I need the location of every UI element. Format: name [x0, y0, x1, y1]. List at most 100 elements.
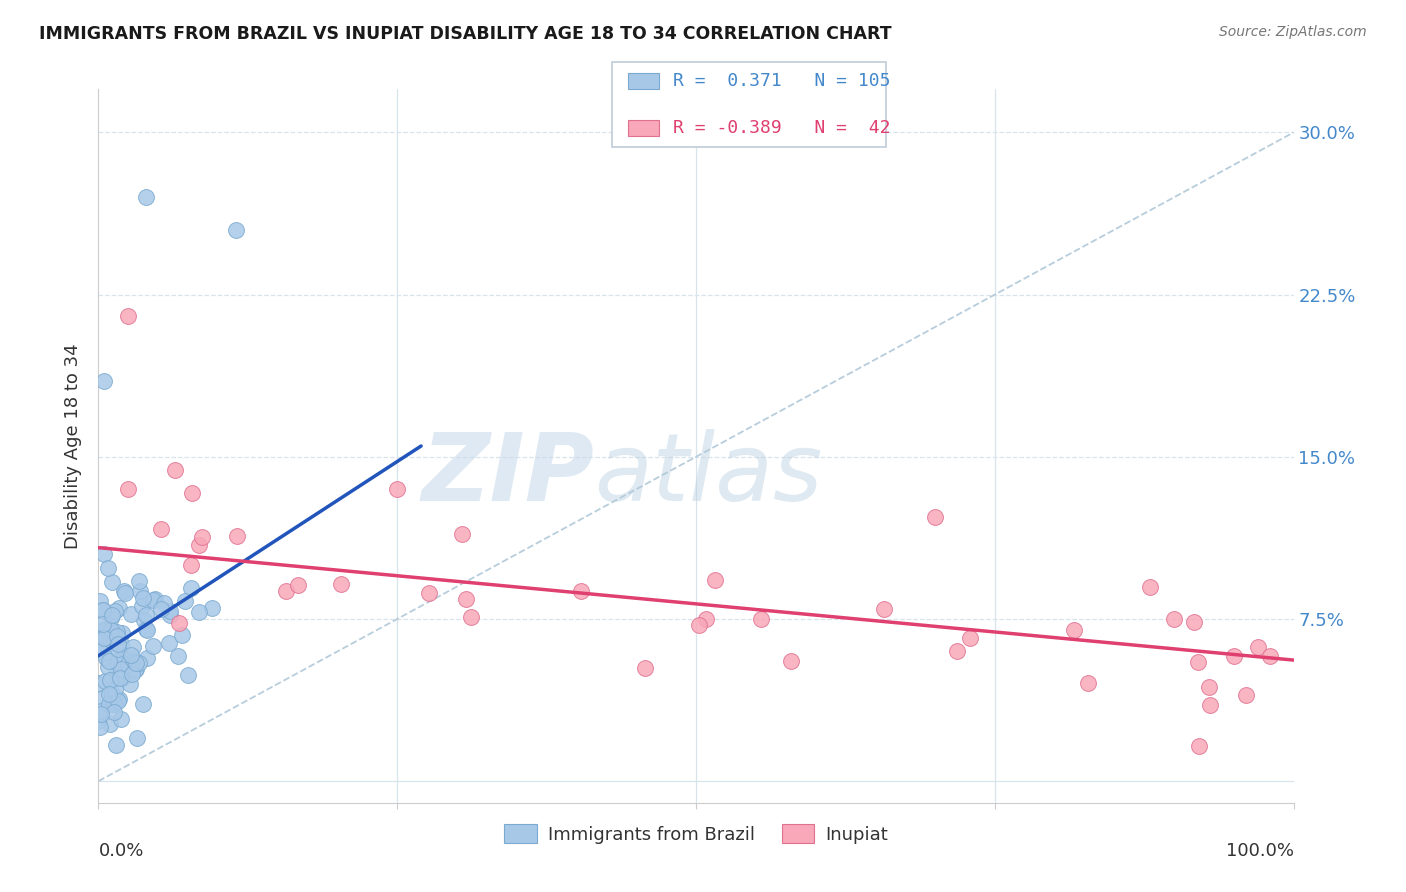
Point: [201, 601, 224, 615]
Point: [274, 583, 297, 598]
Point: [96, 630, 118, 644]
Point: [107, 637, 129, 651]
Point: [142, 593, 165, 607]
Point: [98, 717, 121, 731]
Point: [873, 602, 896, 616]
Point: [191, 530, 214, 544]
Point: [97, 624, 120, 638]
Point: [101, 690, 124, 705]
Point: [1163, 612, 1185, 626]
Point: [107, 637, 129, 651]
Point: [150, 522, 173, 536]
Point: [180, 558, 202, 573]
Text: ZIP: ZIP: [422, 428, 595, 521]
Point: [125, 731, 148, 745]
Point: [1198, 680, 1220, 694]
Point: [105, 635, 128, 649]
Point: [91, 691, 114, 706]
Point: [170, 628, 193, 642]
Point: [89, 675, 111, 690]
Point: [107, 642, 129, 657]
Point: [385, 482, 409, 496]
Point: [90, 704, 112, 718]
Point: [1234, 688, 1257, 702]
Point: [87, 714, 110, 728]
Point: [167, 649, 190, 664]
Point: [187, 605, 209, 619]
Point: [132, 613, 155, 627]
Point: [1063, 623, 1085, 637]
Point: [89, 594, 111, 608]
Point: [1223, 648, 1246, 663]
Point: [122, 654, 145, 668]
Point: [98, 698, 121, 712]
Point: [780, 654, 803, 668]
Point: [100, 608, 122, 623]
Point: [98, 687, 121, 701]
Point: [180, 581, 202, 595]
Point: [121, 640, 143, 654]
Point: [103, 705, 125, 719]
Point: [110, 662, 132, 676]
Point: [107, 653, 129, 667]
Point: [1188, 739, 1211, 753]
Point: [132, 591, 155, 605]
Point: [105, 629, 128, 643]
Point: [108, 691, 131, 706]
Text: 0.0%: 0.0%: [98, 842, 143, 860]
Point: [329, 576, 352, 591]
Point: [103, 697, 125, 711]
Point: [143, 591, 166, 606]
Point: [177, 668, 200, 682]
Point: [104, 604, 127, 618]
Point: [89, 720, 111, 734]
Point: [569, 584, 592, 599]
Point: [121, 666, 143, 681]
Point: [101, 686, 124, 700]
Point: [924, 510, 946, 524]
Point: [1077, 676, 1099, 690]
Point: [749, 612, 772, 626]
Point: [110, 671, 132, 685]
Point: [135, 624, 157, 638]
Point: [94, 650, 117, 665]
Point: [136, 651, 159, 665]
Point: [695, 612, 717, 626]
Point: [97, 561, 120, 575]
Point: [105, 667, 128, 681]
Point: [704, 573, 727, 587]
Point: [90, 707, 112, 722]
Point: [101, 696, 124, 710]
Point: [91, 603, 114, 617]
Point: [165, 463, 187, 477]
Point: [105, 655, 128, 669]
Point: [451, 526, 474, 541]
Point: [225, 529, 247, 543]
Point: [101, 574, 124, 589]
Point: [97, 660, 120, 674]
Point: [157, 636, 180, 650]
Point: [94, 674, 117, 689]
Point: [128, 656, 150, 670]
Point: [174, 593, 197, 607]
Point: [128, 583, 150, 598]
Point: [1258, 648, 1281, 663]
Point: [125, 657, 148, 671]
Point: [225, 223, 247, 237]
Point: [117, 657, 139, 671]
Legend: Immigrants from Brazil, Inupiat: Immigrants from Brazil, Inupiat: [496, 817, 896, 851]
Point: [132, 698, 155, 712]
Point: [946, 644, 969, 658]
Point: [135, 622, 157, 636]
Point: [111, 625, 134, 640]
Text: atlas: atlas: [595, 429, 823, 520]
Point: [121, 653, 143, 667]
Point: [634, 661, 657, 675]
Text: IMMIGRANTS FROM BRAZIL VS INUPIAT DISABILITY AGE 18 TO 34 CORRELATION CHART: IMMIGRANTS FROM BRAZIL VS INUPIAT DISABI…: [39, 25, 891, 43]
Point: [105, 671, 128, 685]
Point: [117, 482, 139, 496]
Text: 100.0%: 100.0%: [1226, 842, 1294, 860]
Point: [1247, 640, 1270, 654]
Point: [98, 654, 121, 668]
Point: [90, 640, 112, 654]
